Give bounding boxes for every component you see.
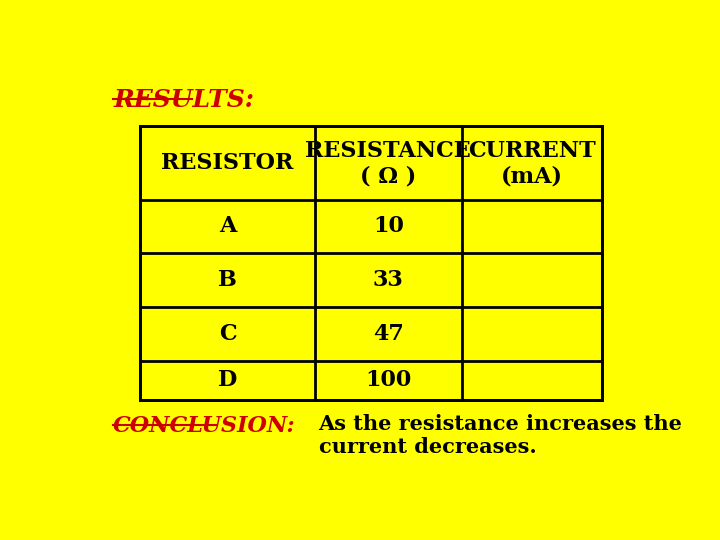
Text: (mA): (mA) [500, 166, 563, 188]
Text: A: A [219, 215, 236, 238]
Text: 33: 33 [373, 269, 404, 292]
Text: As the resistance increases the
current decreases.: As the resistance increases the current … [319, 414, 683, 457]
Text: 10: 10 [373, 215, 404, 238]
Text: CONCLUSION:: CONCLUSION: [113, 415, 296, 437]
Bar [140, 126, 601, 400]
Text: RESISTANCE: RESISTANCE [305, 140, 472, 163]
Text: RESULTS:: RESULTS: [113, 88, 254, 112]
Text: 100: 100 [365, 369, 412, 392]
Text: CURRENT: CURRENT [468, 140, 595, 163]
Text: 47: 47 [373, 323, 404, 345]
Text: C: C [219, 323, 236, 345]
Text: D: D [218, 369, 237, 392]
Text: B: B [218, 269, 237, 292]
Text: ( Ω ): ( Ω ) [360, 166, 416, 188]
Text: RESISTOR: RESISTOR [161, 152, 294, 174]
